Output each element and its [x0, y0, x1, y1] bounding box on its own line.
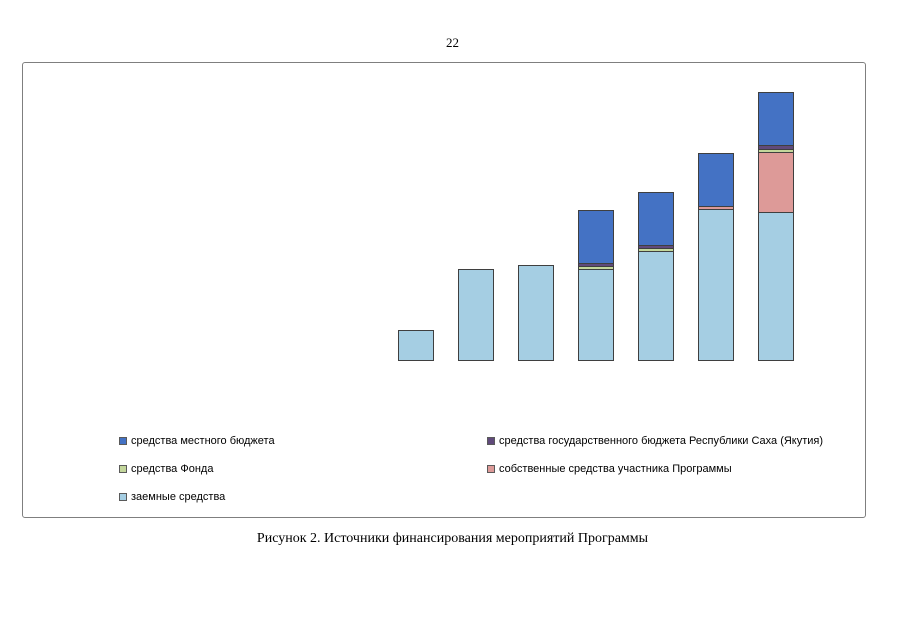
bar-segment — [758, 92, 794, 145]
figure-caption: Рисунок 2. Источники финансирования меро… — [256, 531, 649, 546]
figure-frame: средства местного бюджета средства Фонда з… — [22, 62, 866, 518]
bar-segment — [638, 245, 674, 248]
legend-column-right: средства государственного бюджета Респуб… — [487, 427, 823, 483]
bar-segment — [578, 266, 614, 269]
legend-item: средства государственного бюджета Респуб… — [487, 427, 823, 455]
bar-column — [638, 192, 674, 361]
legend-label: средства Фонда — [131, 463, 214, 475]
bar-segment — [758, 152, 794, 212]
legend-swatch-icon — [119, 465, 127, 473]
legend-swatch-icon — [487, 465, 495, 473]
bar-segment — [698, 206, 734, 209]
bar-segment — [578, 263, 614, 266]
bar-segment — [518, 265, 554, 361]
bar-chart — [398, 91, 794, 361]
bar-column — [698, 153, 734, 361]
bar-segment — [698, 153, 734, 206]
bar-segment — [758, 145, 794, 149]
bar-segment — [398, 330, 434, 361]
bar-column — [398, 330, 434, 361]
page-number: 22 — [446, 35, 459, 50]
legend-item: средства Фонда — [119, 455, 275, 483]
bar-column — [518, 265, 554, 361]
bar-segment — [758, 149, 794, 152]
bar-segment — [458, 269, 494, 361]
bar-column — [758, 92, 794, 361]
legend-label: средства местного бюджета — [131, 435, 275, 447]
bar-segment — [638, 248, 674, 251]
legend-swatch-icon — [487, 437, 495, 445]
legend-item: собственные средства участника Программы — [487, 455, 823, 483]
legend-item: средства местного бюджета — [119, 427, 275, 455]
bar-column — [458, 269, 494, 361]
bar-column — [578, 210, 614, 361]
legend-item: заемные средства — [119, 483, 275, 511]
bar-segment — [578, 269, 614, 361]
bar-segment — [698, 209, 734, 361]
legend-swatch-icon — [119, 493, 127, 501]
bar-segment — [758, 212, 794, 361]
legend-label: собственные средства участника Программы — [499, 463, 732, 475]
legend-swatch-icon — [119, 437, 127, 445]
bar-segment — [638, 251, 674, 361]
legend-column-left: средства местного бюджета средства Фонда з… — [119, 427, 275, 511]
legend-label: средства государственного бюджета Респуб… — [499, 435, 824, 447]
bar-segment — [638, 192, 674, 245]
legend-label: заемные средства — [131, 491, 226, 503]
bar-segment — [578, 210, 614, 263]
